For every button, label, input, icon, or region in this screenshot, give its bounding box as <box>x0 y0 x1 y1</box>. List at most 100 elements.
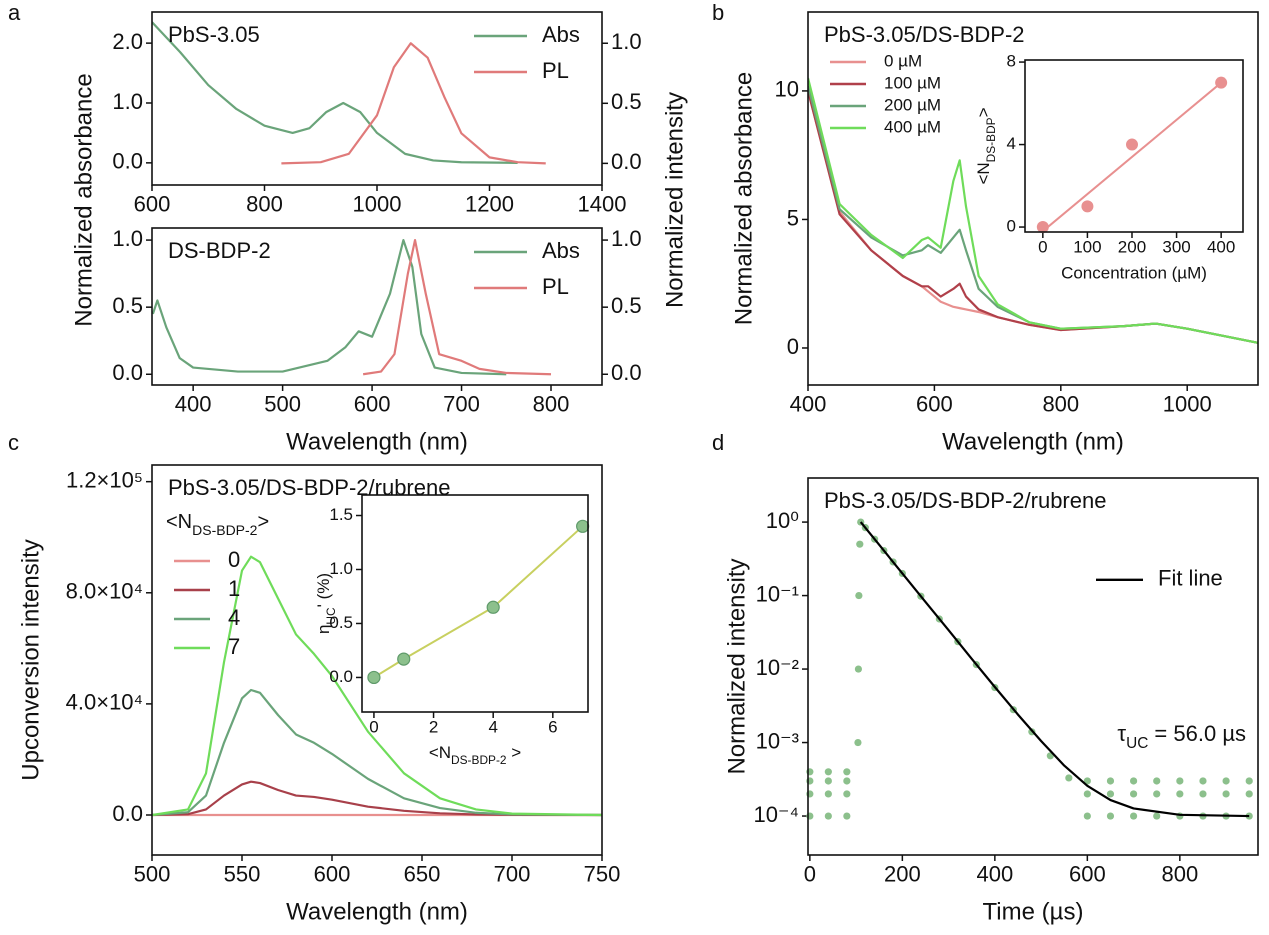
x-tick-label: 800 <box>1161 862 1198 887</box>
x-axis-label-part: > <box>507 743 522 762</box>
legend-label: Abs <box>542 238 580 263</box>
data-point <box>1222 790 1230 798</box>
y-tick-label: 0.0 <box>112 149 143 174</box>
data-point <box>486 600 500 614</box>
y-tick-label: 5 <box>787 205 799 230</box>
data-point <box>1199 790 1207 798</box>
y-tick-label: 0.0 <box>112 360 143 385</box>
plot-label: DS-BDP-2 <box>168 238 271 263</box>
plot-label: PbS-3.05/DS-BDP-2 <box>824 22 1025 47</box>
plot-frame <box>807 11 1259 386</box>
x-axis-label: Time (µs) <box>983 898 1084 925</box>
data-point <box>843 768 851 776</box>
x-tick-label: 1000 <box>1163 392 1212 417</box>
y-axis-label-part: UC <box>324 607 338 625</box>
x-axis-label: Wavelength (nm) <box>942 428 1124 455</box>
data-point <box>397 652 411 666</box>
y-axis-label-part: <N <box>974 162 993 184</box>
x-tick-label: 400 <box>976 862 1013 887</box>
x-axis-label: <NDS-BDP-2 > <box>429 743 521 767</box>
legend-label: 400 µM <box>884 117 941 136</box>
x-tick-label: 0 <box>1038 238 1047 257</box>
y-tick-label: 0 <box>1007 217 1016 236</box>
x-tick-label: 2 <box>429 718 438 737</box>
data-point <box>1199 777 1207 785</box>
y-tick-label: 0.5 <box>112 293 143 318</box>
x-axis-label: Wavelength (nm) <box>286 898 468 925</box>
legend-title-part: <N <box>166 511 192 533</box>
y2-tick-label: 1.0 <box>611 29 642 54</box>
x-tick-label: 500 <box>134 862 171 887</box>
plot-label: PbS-3.05 <box>168 22 260 47</box>
legend-title-part: > <box>257 511 269 533</box>
x-tick-label: 100 <box>1073 238 1101 257</box>
legend-label: 7 <box>228 634 240 659</box>
data-point <box>856 540 864 548</box>
plot-frame <box>807 477 1259 856</box>
x-tick-label: 400 <box>1207 238 1235 257</box>
panel-letter: b <box>712 0 724 25</box>
x-tick-label: 600 <box>314 862 351 887</box>
data-point <box>1129 790 1138 798</box>
data-point <box>843 812 851 820</box>
x-tick-label: 1000 <box>353 192 402 217</box>
y-axis-label-part: DS-BDP <box>984 117 998 162</box>
series-line <box>859 521 1250 818</box>
panel-letter: d <box>712 430 724 455</box>
y-axis-label: <NDS-BDP> <box>974 107 998 184</box>
legend-title: <NDS-BDP-2> <box>166 511 269 537</box>
x-tick-label: 550 <box>224 862 261 887</box>
series-line <box>152 688 602 817</box>
data-point <box>1245 812 1253 820</box>
data-point <box>843 790 851 798</box>
x-tick-label: 500 <box>264 392 301 417</box>
x-axis-label: Concentration (µM) <box>1061 263 1207 282</box>
x-tick-label: 0 <box>804 862 816 887</box>
data-point <box>1153 790 1161 798</box>
data-point <box>1245 790 1253 798</box>
annotation: τUC = 56.0 µs <box>1117 721 1246 752</box>
data-point <box>1129 812 1138 820</box>
legend-label: Fit line <box>1158 566 1223 591</box>
y-tick-label: 10⁻² <box>756 655 799 680</box>
legend-label: 0 µM <box>884 51 922 70</box>
data-point <box>1153 812 1161 820</box>
series-line <box>373 525 584 679</box>
plot-frame <box>151 464 603 856</box>
data-point <box>367 670 381 685</box>
y-tick-label: 8.0×10⁴ <box>66 579 143 604</box>
data-point <box>1222 777 1230 785</box>
y-tick-label: 1.5 <box>329 505 353 524</box>
x-tick-label: 0 <box>369 718 378 737</box>
annotation-part: τ <box>1117 721 1126 746</box>
y-axis-label: Normalized intensity <box>723 558 750 774</box>
x-tick-label: 4 <box>488 718 497 737</box>
x-tick-label: 300 <box>1162 238 1190 257</box>
data-point <box>843 777 851 785</box>
plot-frame <box>361 494 589 713</box>
y2-tick-label: 0.5 <box>611 89 642 114</box>
legend-label: 0 <box>228 547 240 572</box>
y-axis-label: Normalized absorbance <box>730 72 757 325</box>
x-tick-label: 400 <box>790 392 827 417</box>
y-axis-label: Normalized absorbance <box>70 73 97 326</box>
data-point <box>1125 138 1138 151</box>
legend-label: Abs <box>542 22 580 47</box>
y-tick-label: 10⁻¹ <box>756 581 799 606</box>
data-point <box>1036 221 1049 234</box>
x-axis-label-part: <N <box>429 743 451 762</box>
y-tick-label: 10⁻⁴ <box>753 802 799 827</box>
y-tick-label: 0 <box>787 334 799 359</box>
y-tick-label: 10⁰ <box>766 508 799 533</box>
data-point <box>1065 774 1073 782</box>
annotation-part: = 56.0 µs <box>1148 721 1246 746</box>
y-tick-label: 0.0 <box>112 801 143 826</box>
y2-tick-label: 0.0 <box>611 149 642 174</box>
x-tick-label: 200 <box>1118 238 1146 257</box>
x-tick-label: 6 <box>548 718 557 737</box>
data-point <box>1106 777 1115 785</box>
y-tick-label: 0.5 <box>329 613 353 632</box>
plot-frame <box>151 11 603 186</box>
y-tick-label: 0.0 <box>329 667 353 686</box>
